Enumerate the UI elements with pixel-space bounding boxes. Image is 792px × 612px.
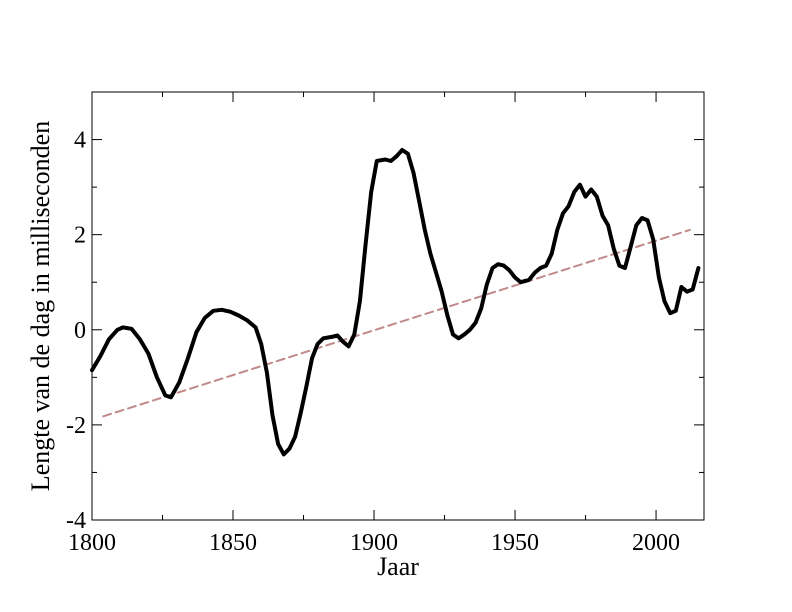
y-tick-label: -2 [66, 413, 86, 439]
lod-series-line [90, 148, 701, 457]
x-tick-label: 1800 [68, 530, 116, 556]
y-axis-title: Lengte van de dag in milliseconden [26, 121, 55, 491]
tick-labels: 1800 1850 1900 1950 2000 -4 -2 0 2 4 [66, 128, 680, 556]
trend-line [102, 228, 691, 418]
x-tick-label: 1950 [491, 530, 539, 556]
y-tick-label: 2 [74, 223, 86, 249]
x-tick-label: 1900 [350, 530, 398, 556]
plot-frame [91, 91, 705, 521]
y-tick-label: 4 [74, 128, 86, 154]
x-tick-label: 2000 [632, 530, 680, 556]
x-axis-title: Jaar [377, 552, 419, 581]
y-tick-label: -4 [66, 508, 86, 534]
x-tick-label: 1850 [209, 530, 257, 556]
plot-area [90, 148, 701, 457]
y-tick-label: 0 [74, 318, 86, 344]
